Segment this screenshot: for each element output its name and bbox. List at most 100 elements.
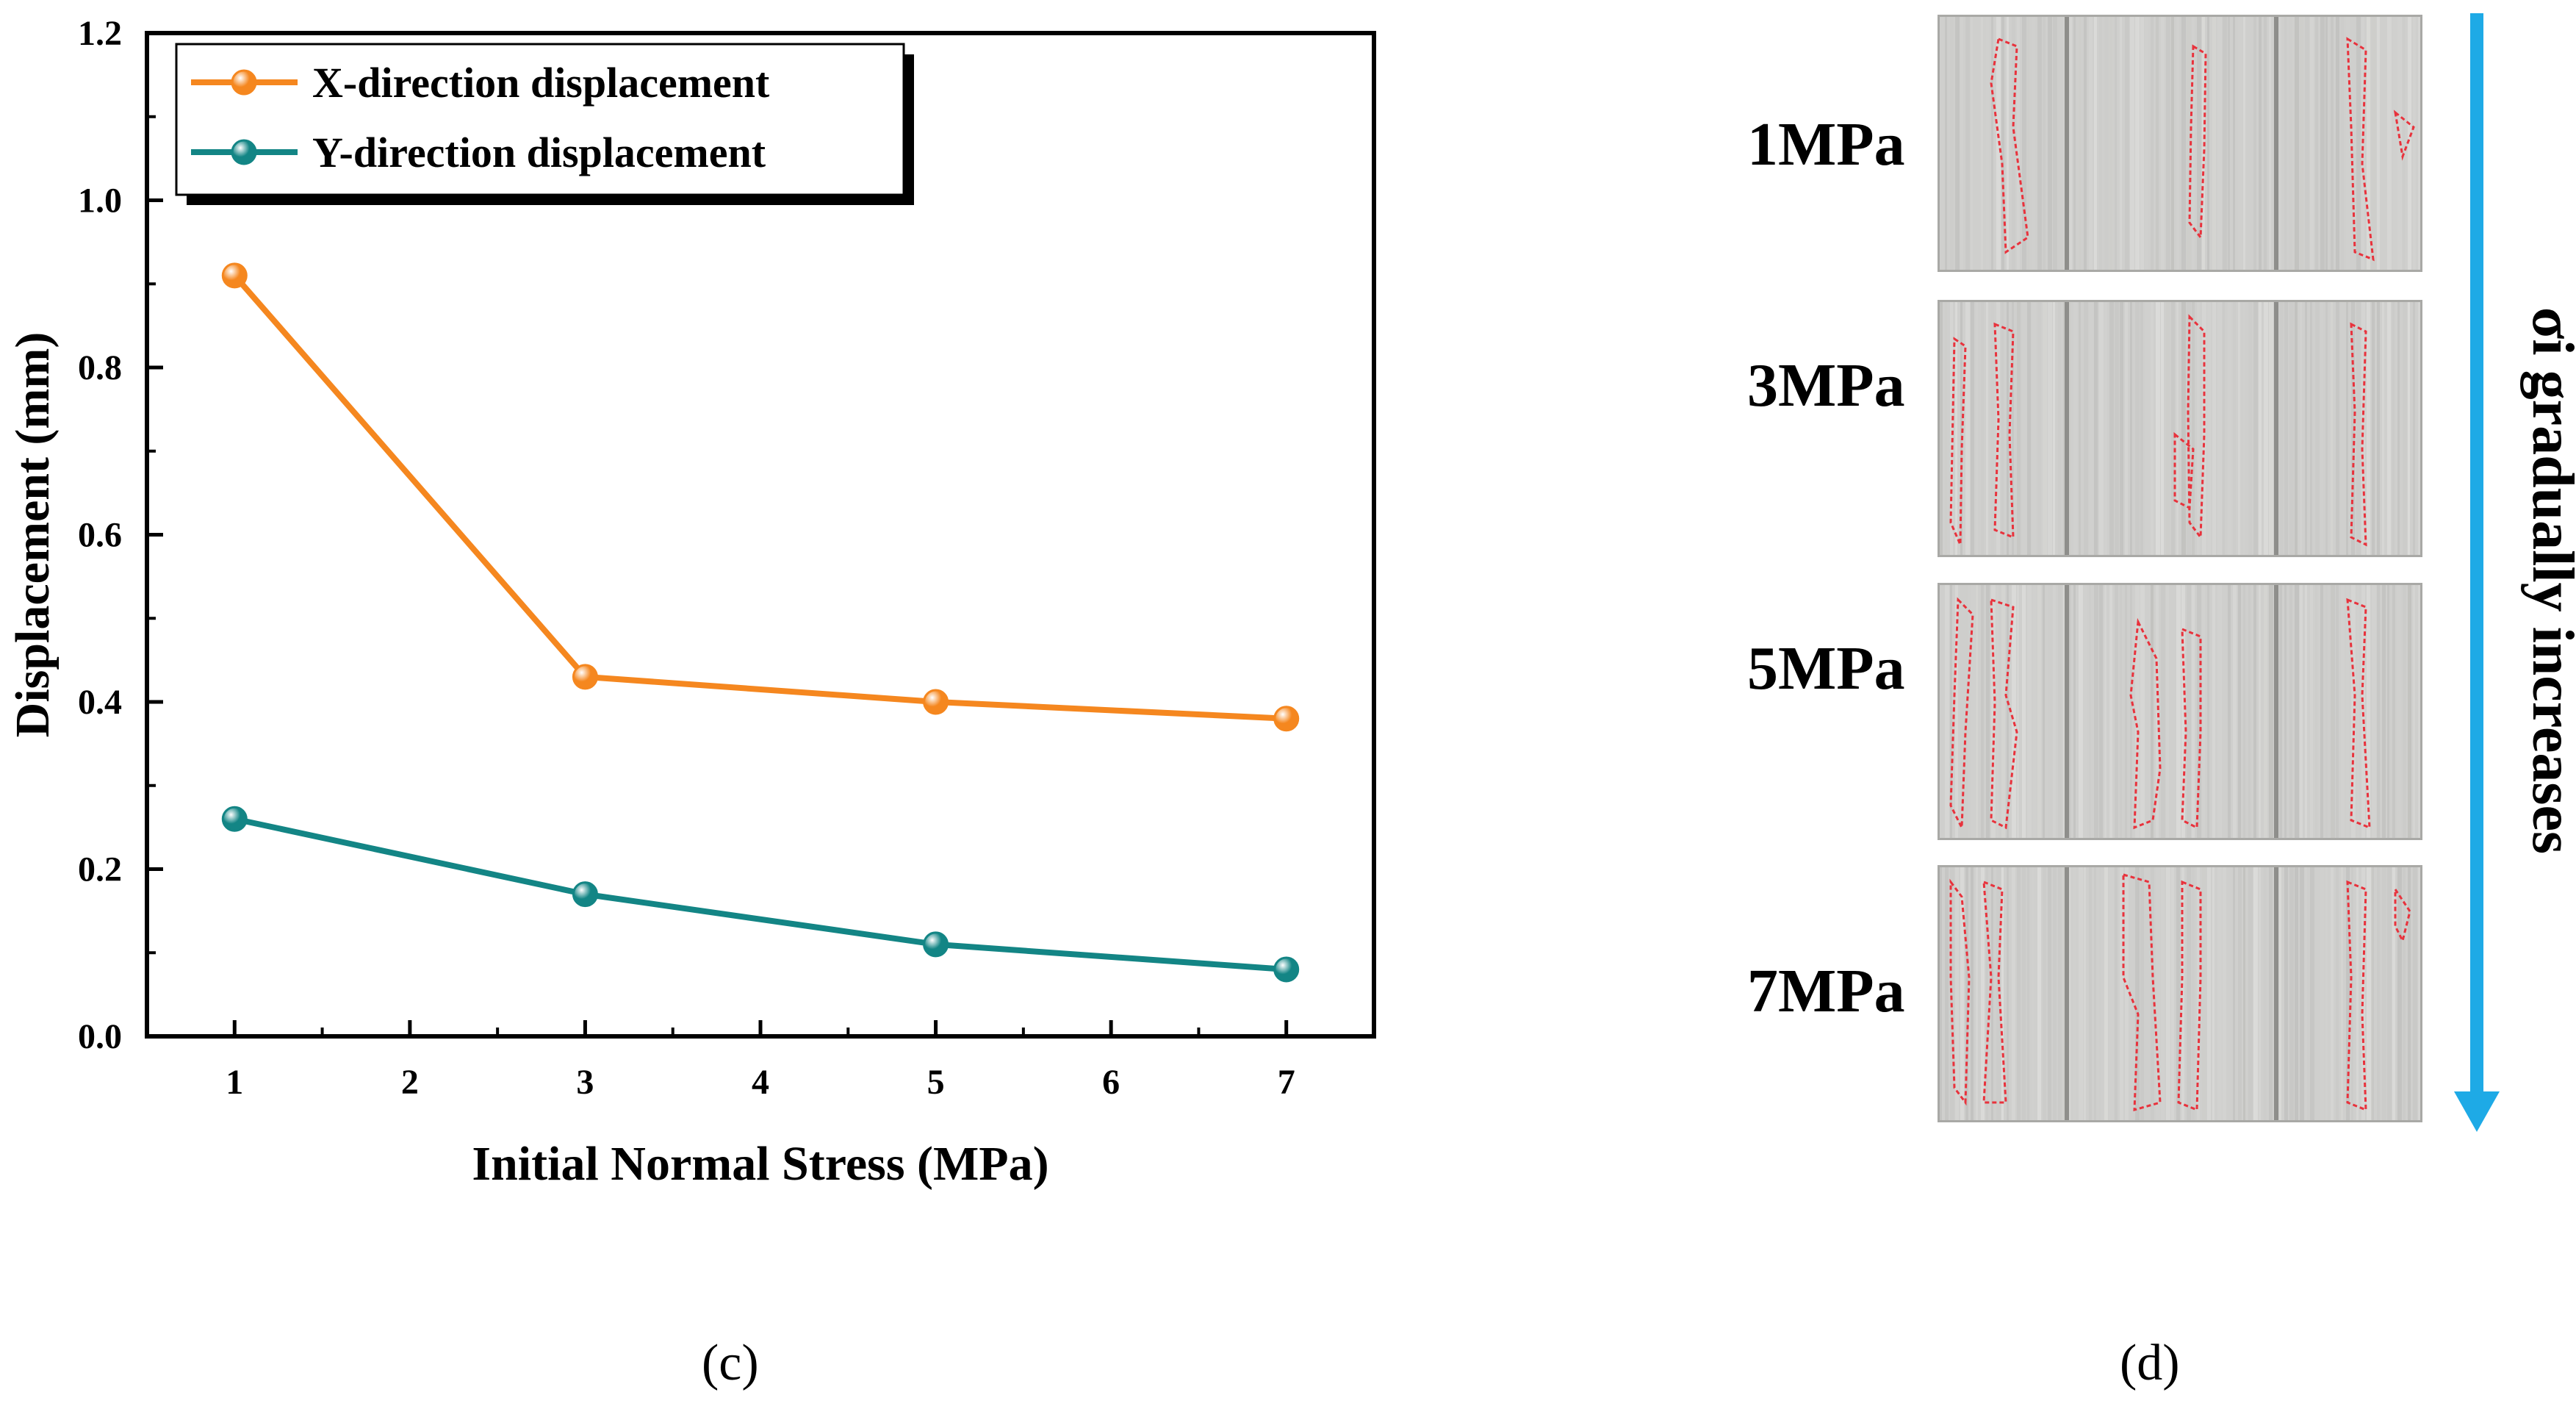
surface-streak (2202, 867, 2206, 1120)
surface-streak (2125, 302, 2128, 555)
surface-streak (2397, 585, 2401, 838)
specimen-texture (1940, 17, 2420, 270)
surface-streak (1940, 302, 1943, 555)
surface-streak (2048, 867, 2051, 1120)
surface-streak (2048, 17, 2052, 270)
surface-streak (2135, 867, 2140, 1120)
surface-streak (1960, 17, 1963, 270)
surface-streak (2094, 302, 2098, 555)
surface-streak (2115, 17, 2117, 270)
surface-streak (2171, 17, 2174, 270)
surface-streak (1965, 302, 1970, 555)
surface-streak (2341, 302, 2343, 555)
surface-streak (2073, 302, 2077, 555)
surface-streak (2012, 302, 2014, 555)
surface-streak (1960, 867, 1964, 1120)
surface-streak (2238, 17, 2242, 270)
surface-streak (2032, 867, 2034, 1120)
surface-streak (2037, 302, 2041, 555)
surface-streak (1991, 302, 1994, 555)
surface-streak (1981, 17, 1983, 270)
surface-streak (2223, 867, 2226, 1120)
photo-panel: 1MPa 3MPa 5MPa 7MPa σi gradually increas… (1690, 0, 2576, 1420)
surface-streak (2269, 585, 2273, 838)
surface-streak (1971, 302, 1974, 555)
surface-streak (2372, 867, 2374, 1120)
surface-streak (2176, 17, 2179, 270)
surface-streak (2300, 302, 2302, 555)
surface-streak (2248, 302, 2252, 555)
fracture-outline (1990, 598, 2018, 830)
surface-streak (2161, 302, 2164, 555)
surface-streak (1955, 585, 1958, 838)
surface-streak (2228, 585, 2231, 838)
surface-streak (2151, 17, 2154, 270)
surface-streak (1965, 867, 1968, 1120)
surface-streak (2115, 585, 2118, 838)
surface-streak (2171, 585, 2176, 838)
specimen-texture (1940, 302, 2420, 555)
surface-streak (2181, 302, 2186, 555)
surface-streak (2022, 17, 2026, 270)
surface-streak (2264, 302, 2268, 555)
surface-streak (2079, 302, 2081, 555)
surface-streak (2356, 867, 2359, 1120)
surface-streak (2007, 867, 2009, 1120)
surface-streak (2331, 867, 2334, 1120)
surface-streak (2058, 302, 2061, 555)
legend-label: Y-direction displacement (312, 129, 766, 176)
series-line-y-direction (234, 816, 1287, 972)
surface-streak (2140, 867, 2144, 1120)
joint-line (2274, 867, 2278, 1120)
surface-streak (1950, 302, 1953, 555)
surface-streak (2315, 585, 2317, 838)
surface-streak (2068, 585, 2070, 838)
fracture-outline (2346, 598, 2371, 830)
surface-streak (2310, 867, 2314, 1120)
surface-streak (2382, 302, 2384, 555)
surface-streak (1981, 302, 1984, 555)
surface-streak (2079, 17, 2081, 270)
surface-streak (2053, 302, 2055, 555)
fracture-outline (2177, 880, 2202, 1112)
surface-streak (2043, 302, 2047, 555)
surface-streak (2089, 585, 2091, 838)
surface-streak (2361, 17, 2364, 270)
arrow-label: σi gradually increases (2520, 307, 2576, 854)
surface-streak (2135, 585, 2140, 838)
surface-streak (2212, 17, 2216, 270)
surface-streak (2264, 867, 2267, 1120)
surface-streak (2305, 302, 2307, 555)
y-tick-label: 0.0 (78, 1017, 122, 1056)
surface-streak (2382, 585, 2386, 838)
surface-streak (2212, 867, 2215, 1120)
surface-streak (2043, 867, 2046, 1120)
y-tick-label: 0.2 (78, 850, 122, 889)
surface-streak (2017, 585, 2019, 838)
surface-streak (2253, 302, 2258, 555)
surface-streak (2300, 867, 2304, 1120)
data-point (923, 931, 949, 958)
surface-streak (2022, 585, 2026, 838)
fracture-outline (1990, 37, 2029, 254)
surface-streak (2192, 585, 2195, 838)
surface-streak (2176, 585, 2181, 838)
surface-streak (2130, 585, 2132, 838)
surface-streak (2305, 17, 2309, 270)
surface-streak (2315, 302, 2320, 555)
surface-streak (2413, 17, 2416, 270)
surface-streak (2253, 17, 2256, 270)
surface-streak (2346, 302, 2348, 555)
surface-streak (2346, 867, 2350, 1120)
surface-streak (2325, 585, 2328, 838)
surface-streak (2125, 585, 2127, 838)
surface-streak (2109, 585, 2112, 838)
surface-streak (2238, 302, 2240, 555)
surface-streak (2289, 585, 2292, 838)
surface-streak (2109, 302, 2114, 555)
joint-line (2274, 17, 2278, 270)
specimen-texture (1940, 585, 2420, 838)
surface-streak (2356, 302, 2361, 555)
surface-streak (2120, 585, 2122, 838)
surface-streak (2073, 585, 2076, 838)
